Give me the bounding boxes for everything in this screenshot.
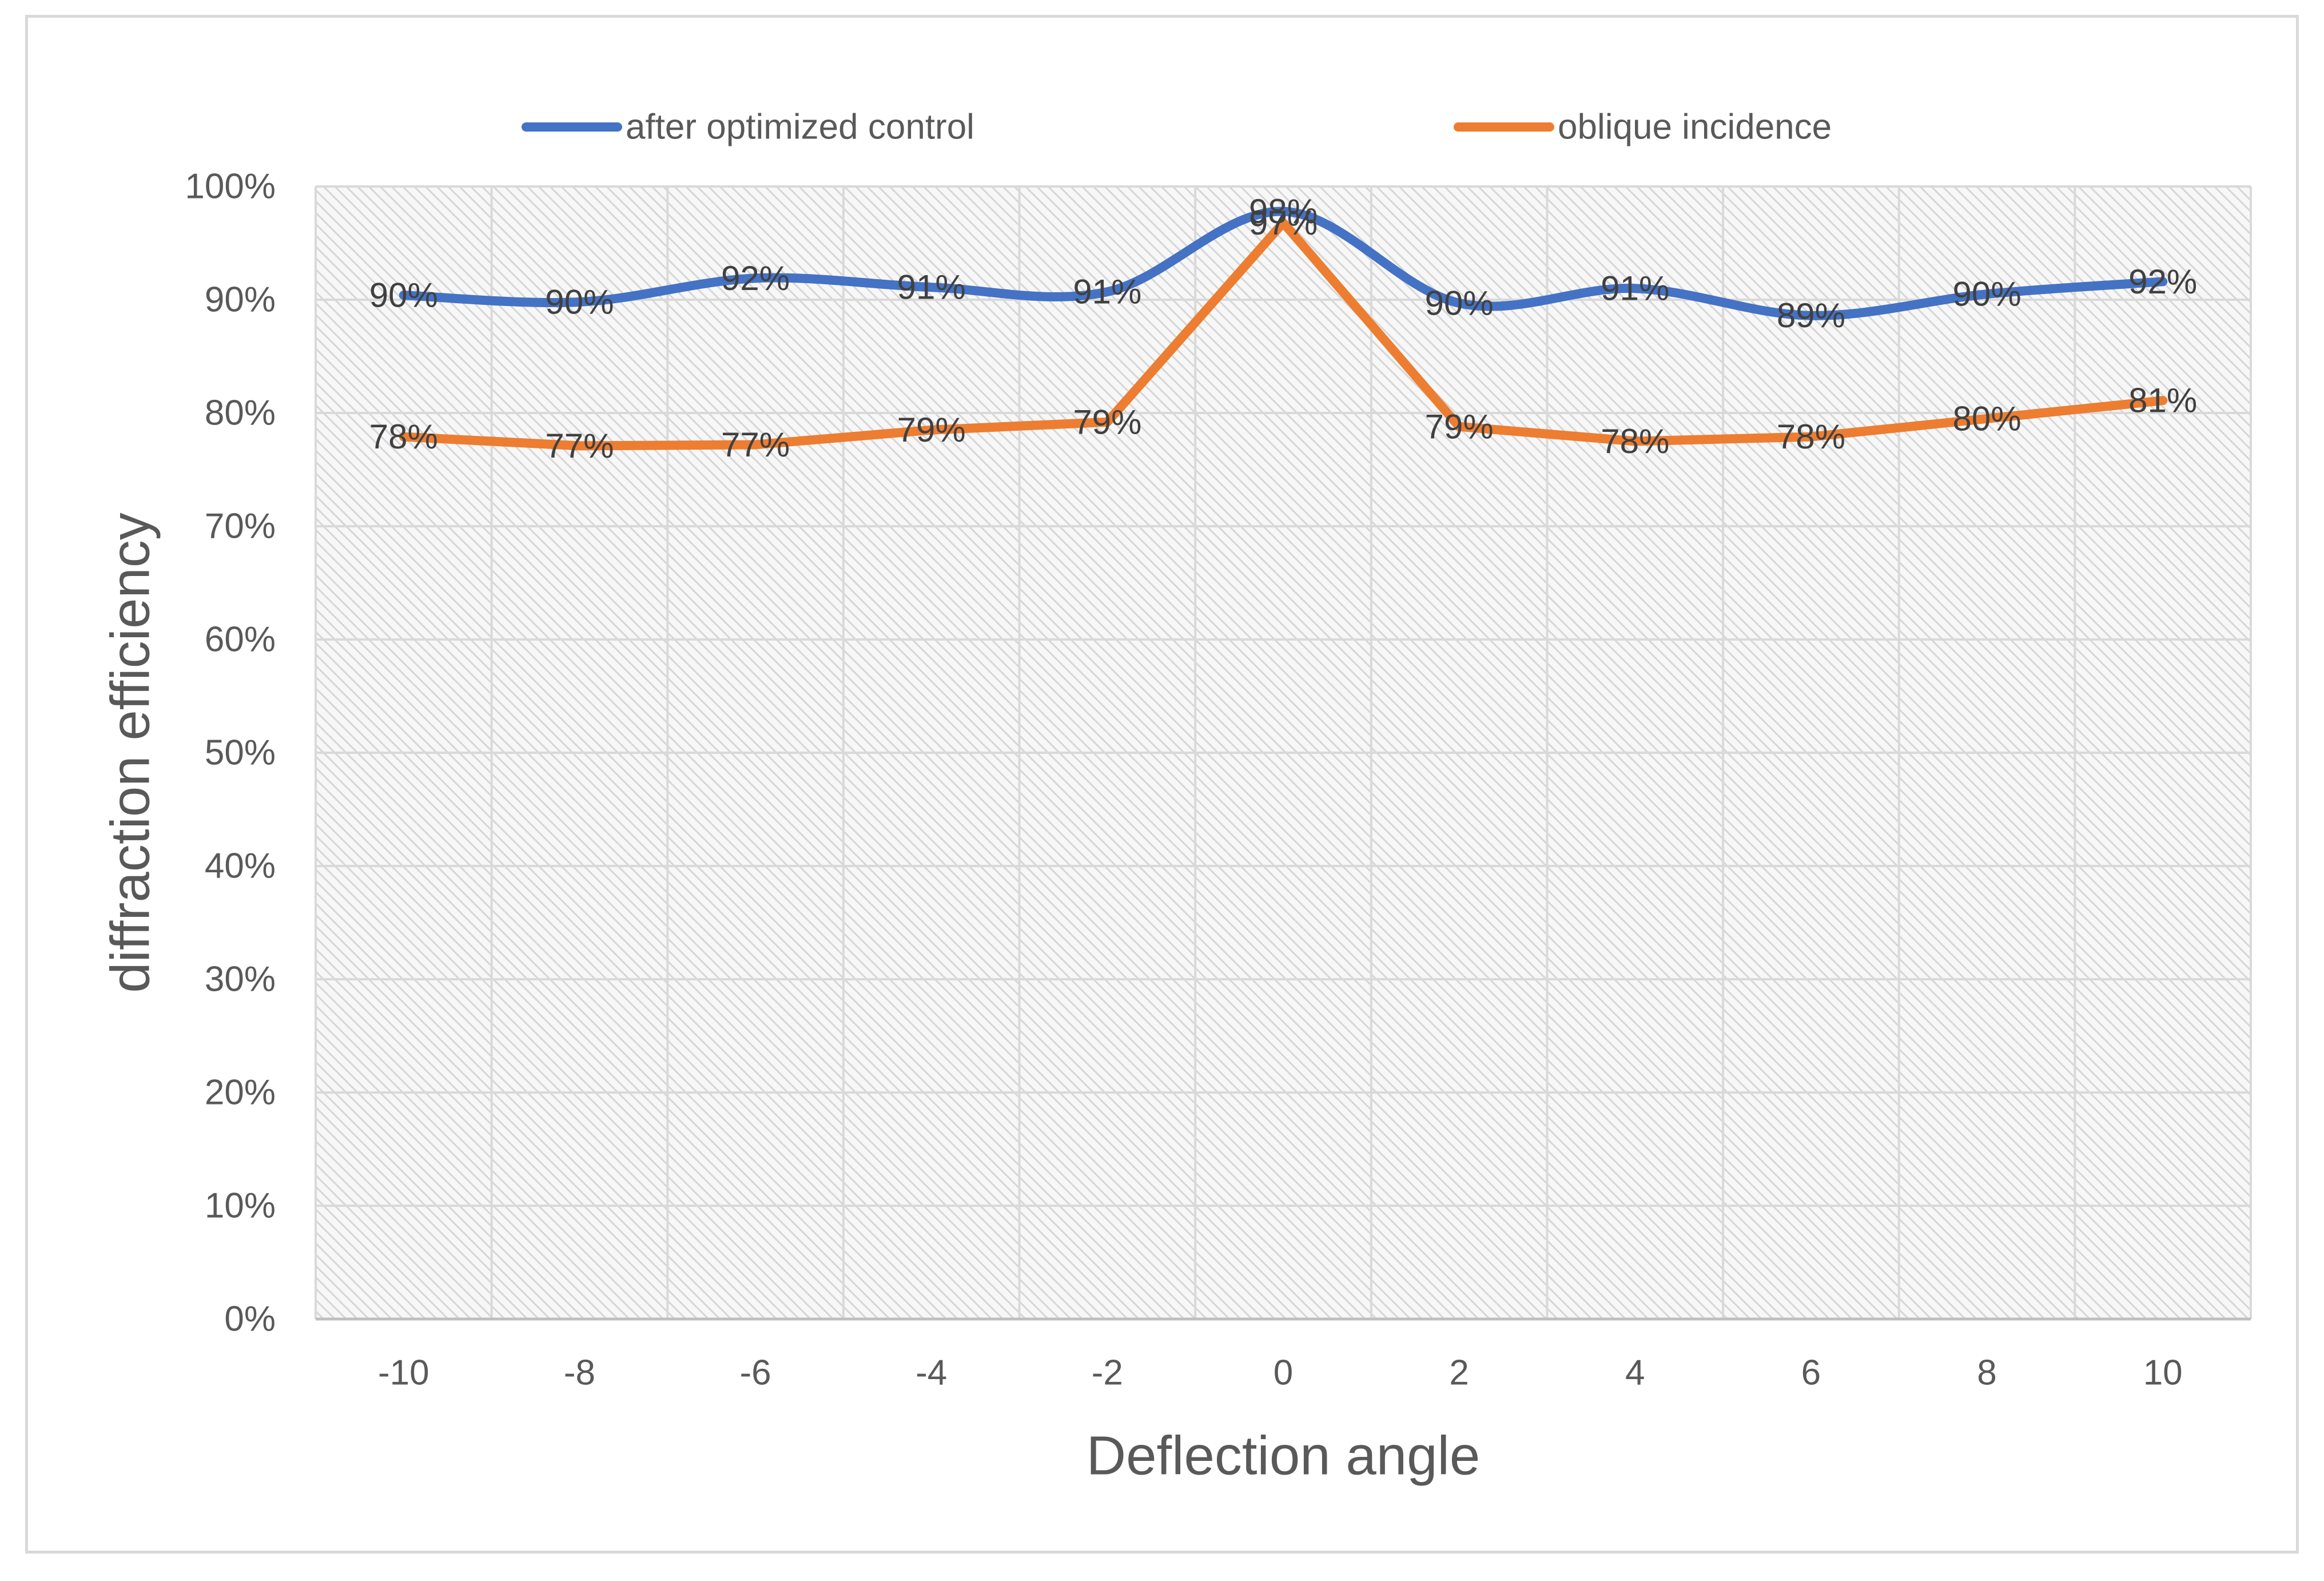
x-axis-title: Deflection angle <box>1087 1425 1480 1487</box>
legend-label-oblique-incidence: oblique incidence <box>1558 108 1832 147</box>
x-axis-tick-labels: -10 -8 -6 -4 -2 0 2 4 6 8 10 <box>378 1353 2183 1393</box>
data-label: 90% <box>1952 275 2021 313</box>
y-tick-label: 10% <box>205 1186 276 1226</box>
y-tick-label: 70% <box>205 507 276 546</box>
data-label: 79% <box>1073 403 1141 441</box>
data-label: 91% <box>897 268 966 307</box>
x-tick-label: 10 <box>2143 1353 2183 1393</box>
y-tick-label: 80% <box>205 394 276 433</box>
data-label: 78% <box>369 418 438 456</box>
data-label: 77% <box>545 427 614 465</box>
data-label: 90% <box>545 283 614 321</box>
x-tick-label: -4 <box>916 1353 947 1393</box>
data-label: 80% <box>1952 399 2021 438</box>
data-label: 79% <box>897 411 966 449</box>
data-label: 97% <box>1249 204 1318 242</box>
x-tick-label: 6 <box>1801 1353 1821 1393</box>
grid-lines <box>315 185 2252 1319</box>
y-axis-title: diffraction efficiency <box>100 513 161 993</box>
data-label: 77% <box>721 426 790 464</box>
x-tick-label: 8 <box>1977 1353 1996 1393</box>
y-tick-label: 20% <box>205 1073 276 1113</box>
x-tick-label: -8 <box>564 1353 595 1393</box>
data-label: 91% <box>1601 269 1669 308</box>
y-tick-label: 30% <box>205 960 276 999</box>
data-label: 78% <box>1601 422 1669 460</box>
y-tick-label: 0% <box>224 1300 276 1339</box>
y-tick-label: 40% <box>205 847 276 886</box>
y-tick-label: 100% <box>185 167 276 206</box>
data-label: 79% <box>1425 407 1494 446</box>
data-label: 78% <box>1777 418 1845 456</box>
x-tick-label: 2 <box>1449 1353 1469 1393</box>
data-label: 92% <box>721 259 790 297</box>
y-tick-label: 90% <box>205 280 276 320</box>
x-tick-label: -6 <box>740 1353 771 1393</box>
data-label: 89% <box>1777 296 1845 335</box>
series-line-after-optimized-control <box>399 206 2168 320</box>
y-tick-label: 50% <box>205 733 276 773</box>
series-lines <box>399 206 2168 451</box>
y-tick-label: 60% <box>205 620 276 660</box>
x-tick-label: -2 <box>1092 1353 1123 1393</box>
data-label: 90% <box>1425 284 1494 322</box>
x-tick-label: 4 <box>1625 1353 1645 1393</box>
series-line-oblique-incidence <box>399 218 2168 451</box>
data-label: 91% <box>1073 273 1141 311</box>
legend: after optimized control oblique incidenc… <box>522 108 1832 147</box>
data-labels: 90% 90% 92% 91% 91% 98% 90% 91% 89% 90% 92% 78% 77% 7… <box>369 192 2197 465</box>
data-label: 98% <box>1249 192 1318 231</box>
legend-label-after-optimized-control: after optimized control <box>626 108 974 147</box>
x-tick-label: 0 <box>1274 1353 1293 1393</box>
data-label: 81% <box>2128 382 2197 420</box>
data-label: 92% <box>2128 263 2197 301</box>
y-axis-tick-labels: 0% 10% 20% 30% 40% 50% 60% 70% 80% 90% 100% <box>185 167 276 1339</box>
data-label: 90% <box>369 276 438 315</box>
x-tick-label: -10 <box>378 1353 429 1393</box>
